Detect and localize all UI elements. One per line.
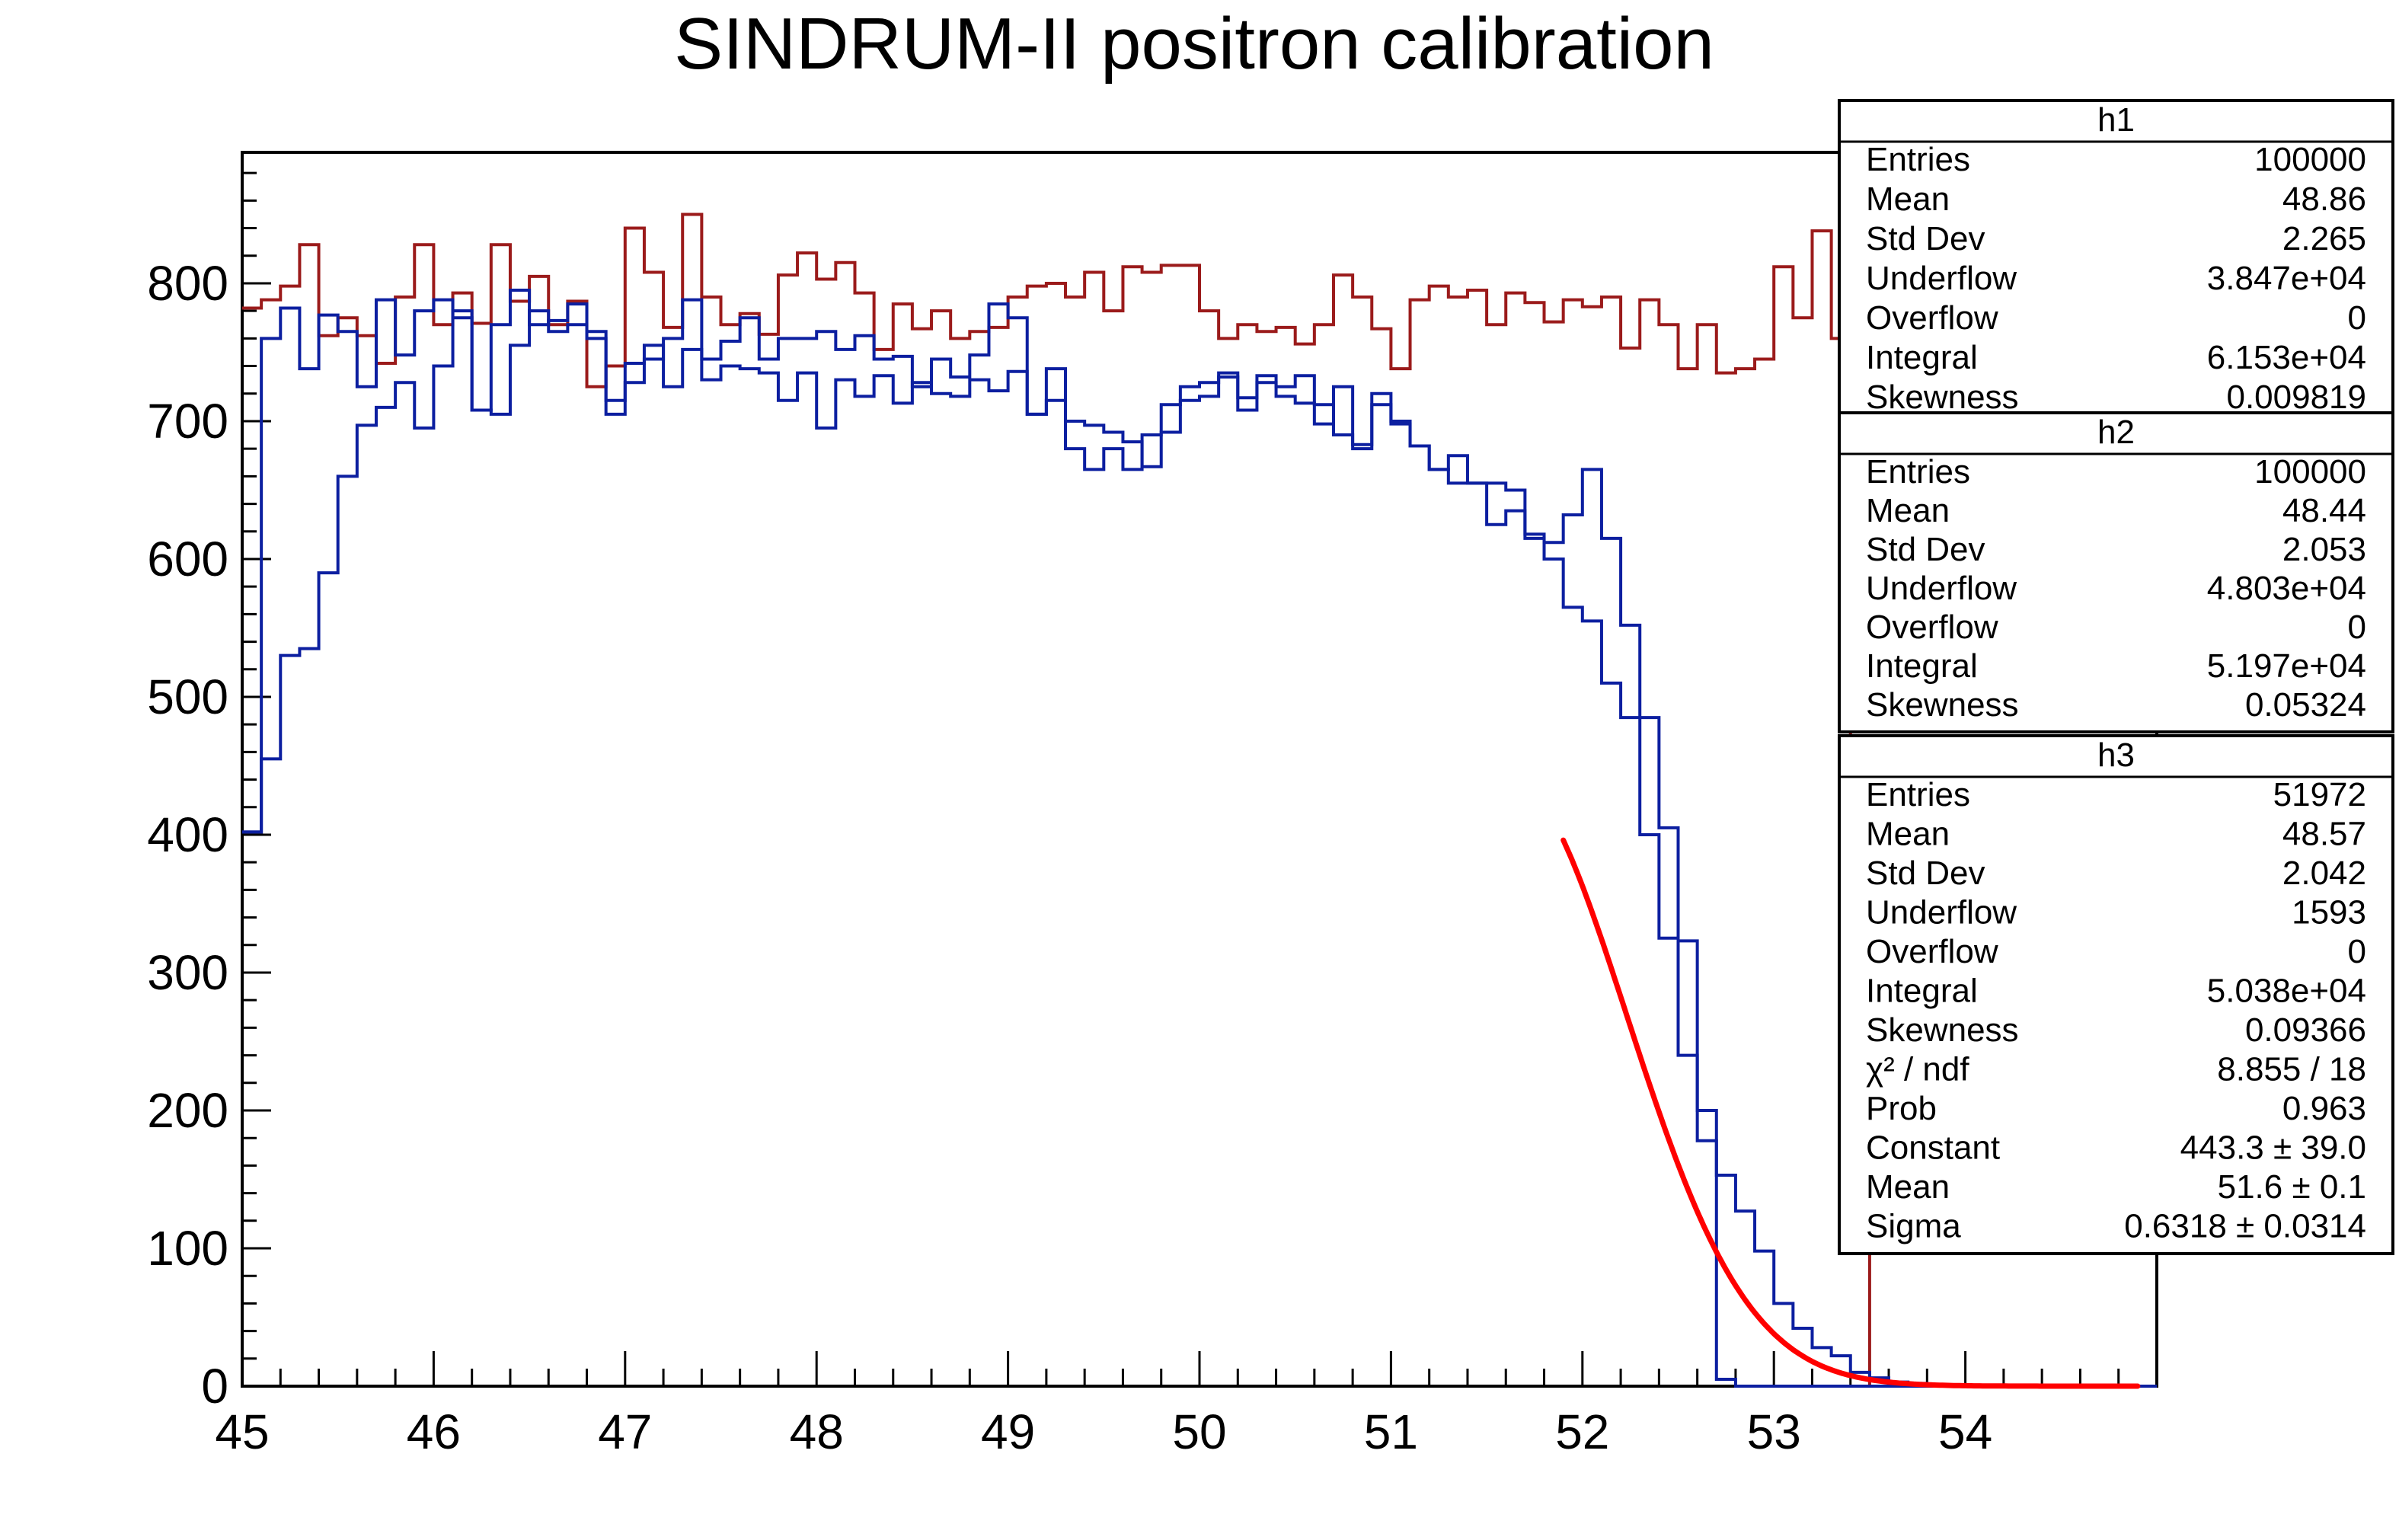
stats-value: 2.265 [2282,220,2366,257]
stats-label: Std Dev [1866,855,1985,892]
stats-value: 0.09366 [2245,1011,2366,1049]
stats-value: 6.153e+04 [2207,339,2366,376]
stats-label: Overflow [1866,299,1998,337]
stats-value: 48.57 [2282,816,2366,853]
histogram-h2-line [242,309,2157,1388]
stats-label: χ² / ndf [1866,1051,1969,1088]
stats-value: 1593 [2292,894,2366,931]
stats-value: 51.6 ± 0.1 [2218,1168,2366,1206]
stats-label: Std Dev [1866,220,1985,257]
stats-box-title: h3 [2097,736,2135,774]
y-tick-label: 200 [147,1083,228,1138]
stats-value: 0 [2348,299,2366,337]
stats-box-h2 [1838,411,2394,733]
x-tick-label: 46 [407,1404,461,1459]
stats-box-title: h1 [2097,101,2135,139]
plot-area: 45 46 47 48 49 50 51 52 53 54 0 100 200 300 400 500 600 7… [147,151,2158,1459]
stats-label: Entries [1866,141,1970,178]
stats-label: Sigma [1866,1208,1961,1245]
y-tick-label: 400 [147,807,228,862]
stats-label: Mean [1866,816,1950,853]
stats-value: 4.803e+04 [2207,570,2366,607]
x-tick-label: 52 [1555,1404,1609,1459]
stats-label: Entries [1866,776,1970,813]
y-tick-label: 600 [147,532,228,586]
stats-value: 0.963 [2282,1090,2366,1127]
stats-label: Overflow [1866,933,1998,970]
stats-value: 0.6318 ± 0.0314 [2124,1208,2366,1245]
stats-value: 0.009819 [2226,379,2366,416]
stats-value: 51972 [2273,776,2366,813]
y-tick-label: 0 [201,1359,228,1414]
stats-value: 5.197e+04 [2207,647,2366,685]
stats-value: 5.038e+04 [2207,973,2366,1010]
x-tick-label: 51 [1364,1404,1418,1459]
stats-value: 48.44 [2282,492,2366,529]
stats-label: Skewness [1866,686,2019,724]
stats-value: 100000 [2254,453,2366,490]
stats-label: Underflow [1866,894,2017,931]
stats-value: 8.855 / 18 [2217,1051,2366,1088]
stats-label: Skewness [1866,379,2019,416]
stats-value: 0 [2348,933,2366,970]
x-tick-label: 45 [215,1404,269,1459]
chart-title: SINDRUM-II positron calibration [674,3,1714,85]
gaussian-fit-curve [1560,837,2141,1389]
stats-label: Integral [1866,339,1978,376]
stats-box-title: h2 [2097,414,2135,451]
stats-label: Underflow [1866,570,2017,607]
stats-label: Integral [1866,973,1978,1010]
y-tick-label: 700 [147,394,228,449]
stats-value: 48.86 [2282,181,2366,218]
stats-box-h1 [1838,99,2394,427]
stats-label: Overflow [1866,609,1998,646]
x-tick-label: 48 [790,1404,844,1459]
y-tick-label: 500 [147,669,228,724]
stats-label: Integral [1866,647,1978,685]
stats-label: Mean [1866,492,1950,529]
stats-value: 2.042 [2282,855,2366,892]
stats-label: Entries [1866,453,1970,490]
x-tick-label: 53 [1747,1404,1801,1459]
y-tick-label: 100 [147,1221,228,1276]
stats-label: Underflow [1866,260,2017,297]
stats-label: Mean [1866,181,1950,218]
stats-value: 443.3 ± 39.0 [2180,1129,2366,1167]
stats-label: Prob [1866,1090,1937,1127]
x-tick-label: 49 [981,1404,1035,1459]
stats-boxes: h1 Entries 100000 Mean 48.86 Std Dev 2.265 Unde… [1838,99,2394,1255]
histogram-h1-line [242,212,2157,1388]
y-tick-label: 300 [147,945,228,1000]
x-tick-label: 54 [1938,1404,1992,1459]
x-tick-label: 50 [1172,1404,1226,1459]
stats-label: Std Dev [1866,531,1985,568]
stats-value: 100000 [2254,141,2366,178]
histogram-h3-line [242,289,2157,1388]
stats-label: Mean [1866,1168,1950,1206]
stats-box-h3 [1838,734,2394,1255]
y-tick-label: 800 [147,256,228,311]
stats-value: 3.847e+04 [2207,260,2366,297]
x-tick-label: 47 [598,1404,652,1459]
stats-value: 2.053 [2282,531,2366,568]
stats-label: Constant [1866,1129,2000,1167]
stats-label: Skewness [1866,1011,2019,1049]
stats-value: 0 [2348,609,2366,646]
stats-value: 0.05324 [2245,686,2366,724]
